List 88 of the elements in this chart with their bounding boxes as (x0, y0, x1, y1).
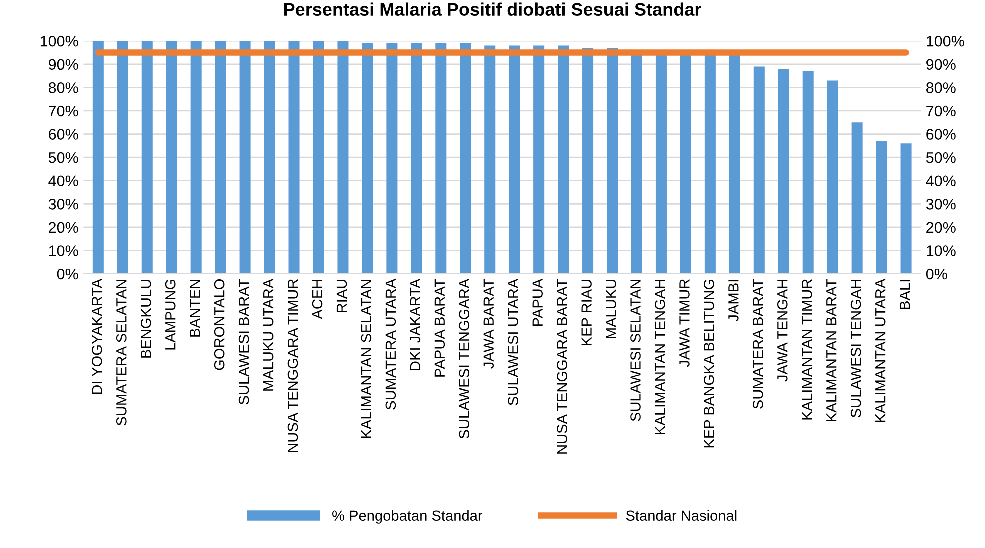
legend-label: Standar Nasional (626, 510, 737, 522)
y-tick-label: 90% (49, 59, 78, 70)
bar (534, 46, 545, 274)
y-tick-label: 70% (49, 106, 78, 117)
x-tick-label: RIAU (336, 280, 348, 313)
x-tick-label: SULAWESI BARAT (238, 279, 250, 405)
y2-tick-label: 70% (926, 106, 956, 117)
x-tick-label: KEP RIAU (582, 280, 592, 346)
bar (166, 41, 178, 274)
y2-tick-label: 40% (926, 176, 956, 187)
x-tick-label: KEP BANGKA BELITUNG (704, 280, 714, 448)
x-tick-label: PAPUA (532, 278, 543, 326)
x-tick-label: SULAWESI TENGAH (850, 280, 862, 418)
x-tick-label: KALIMANTAN SELATAN (361, 280, 372, 438)
bar (386, 43, 398, 274)
x-tick-label: KALIMANTAN UTARA (876, 278, 886, 422)
bar (852, 122, 863, 274)
bar (436, 43, 447, 274)
bar (509, 46, 520, 274)
y2-tick-label: 50% (926, 152, 956, 164)
y-tick-label: 40% (48, 176, 78, 187)
bar (288, 41, 300, 274)
x-tick-label: DI YOGYAKARTA (92, 278, 102, 394)
x-tick-label: SULAWESI TENGGARA (459, 278, 470, 439)
x-tick-label: KALIMANTAN BARAT (826, 279, 837, 422)
bar (362, 43, 374, 274)
x-tick-label: JAWA TENGAH (777, 280, 788, 382)
y2-tick-label: 90% (926, 59, 956, 70)
x-tick-label: BENGKULU (140, 280, 152, 358)
y2-tick-label: 10% (927, 246, 956, 256)
x-tick-label: ACEH (312, 280, 323, 320)
x-tick-label: NUSA TENGGARA TIMUR (288, 280, 298, 452)
bar (607, 48, 618, 274)
x-tick-label: MALUKU UTARA (264, 278, 274, 391)
y2-tick-label: 60% (926, 129, 956, 140)
x-tick-label: SUMATERA UTARA (386, 278, 396, 410)
bar (754, 66, 765, 274)
bar (142, 41, 153, 274)
bar (558, 46, 570, 274)
x-tick-label: KALIMANTAN TIMUR (802, 280, 812, 420)
bar (460, 43, 472, 274)
chart-title: Persentasi Malaria Positif diobati Sesuai Standar (284, 2, 702, 16)
bar (338, 41, 349, 274)
x-tick-label: JAWA BARAT (484, 279, 494, 369)
bar (778, 69, 790, 274)
y2-tick-label: 80% (926, 82, 956, 94)
y2-tick-label: 20% (926, 222, 956, 234)
y-tick-label: 80% (48, 82, 78, 94)
bar (264, 41, 276, 274)
x-tick-label: DKI JAKARTA (410, 278, 421, 370)
x-tick-label: BANTEN (190, 280, 200, 337)
y-tick-label: 20% (49, 222, 78, 234)
bar (117, 41, 128, 274)
y-tick-label: 30% (48, 199, 78, 210)
bar (215, 41, 226, 274)
bar (411, 43, 422, 274)
x-tick-label: SULAWESI SELATAN (630, 280, 641, 422)
x-tick-label: LAMPUNG (165, 280, 176, 350)
bar (484, 46, 496, 274)
x-tick-label: KALIMANTAN TENGAH (655, 280, 666, 434)
y2-tick-label: 100% (927, 36, 964, 47)
y-tick-label: 60% (49, 129, 78, 140)
x-tick-label: SUMATERA BARAT (752, 279, 764, 409)
bar (900, 144, 912, 274)
bar (802, 71, 814, 274)
y-tick-label: 10% (49, 246, 78, 256)
y-tick-label: 0% (57, 268, 78, 280)
x-tick-label: GORONTALO (214, 280, 225, 370)
bar (582, 48, 594, 274)
y-tick-label: 100% (40, 36, 78, 47)
x-tick-label: SUMATERA SELATAN (116, 280, 127, 426)
y2-tick-label: 30% (926, 199, 956, 210)
bar (876, 141, 888, 274)
x-tick-label: BALI (900, 280, 910, 310)
x-tick-label: NUSA TENGGARA BARAT (557, 279, 568, 454)
bar (92, 41, 104, 274)
legend-label: % Pengobatan Standar (332, 510, 483, 524)
bar (827, 80, 838, 274)
bar (190, 41, 202, 274)
x-tick-label: JAMBI (728, 280, 739, 322)
y-tick-label: 50% (48, 152, 78, 164)
x-tick-label: PAPUA BARAT (434, 279, 446, 377)
bar (313, 41, 324, 274)
x-tick-label: SULAWESI UTARA (508, 278, 519, 406)
y2-tick-label: 0% (926, 268, 948, 280)
bar (240, 41, 251, 274)
x-tick-label: JAWA TIMUR (680, 280, 690, 368)
x-tick-label: MALUKU (606, 280, 616, 338)
